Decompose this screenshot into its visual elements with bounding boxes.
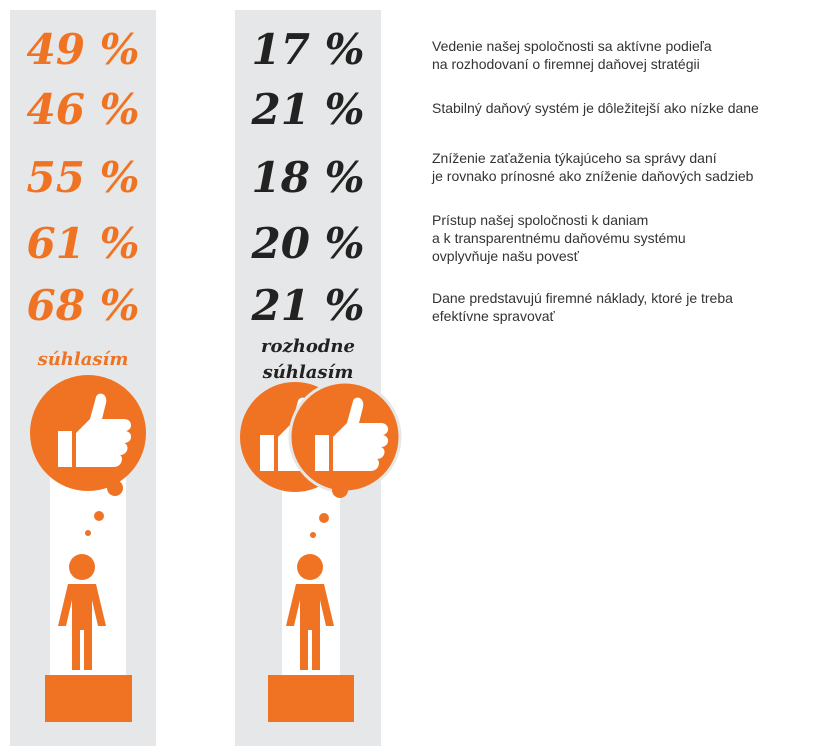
strong-label: rozhodne (261, 336, 355, 357)
statement-line: ovplyvňuje našu povesť (432, 248, 580, 264)
agree-percent: 61 % (27, 219, 140, 268)
agree-percent: 49 % (27, 25, 140, 74)
statement-line: efektívne spravovať (432, 308, 556, 324)
statement-line: je rovnako prínosné ako zníženie daňovýc… (431, 168, 754, 184)
strong-percent: 21 % (251, 85, 365, 134)
statement-line: na rozhodovaní o firemnej daňovej straté… (432, 56, 700, 72)
strong-percent: 18 % (252, 153, 365, 202)
strong-percent: 20 % (251, 219, 365, 268)
agree-percent: 68 % (27, 281, 140, 330)
agree-label: súhlasím (37, 349, 129, 370)
page: {"agree": {"values": ["49 %", "46 %", "5… (0, 0, 815, 756)
strong-label: súhlasím (262, 362, 354, 383)
statement-line: Vedenie našej spoločnosti sa aktívne pod… (432, 38, 712, 54)
double-thumbs-icon (240, 382, 400, 492)
thumbs-icon (30, 375, 146, 491)
strong-percent: 17 % (252, 25, 365, 74)
statement-line: Stabilný daňový systém je dôležitejší ak… (432, 100, 759, 116)
statement-line: Dane predstavujú firemné náklady, ktoré … (432, 290, 733, 306)
statement-line: Zníženie zaťaženia týkajúceho sa správy … (432, 150, 717, 166)
statement-line: a k transparentnému daňovému systému (432, 230, 686, 246)
infographic: súhlasím rozhodne súhlasím 49 % 46 % 55 % 6… (0, 0, 815, 756)
statement-line: Prístup našej spoločnosti k daniam (432, 212, 648, 228)
strong-percent: 21 % (251, 281, 365, 330)
agree-percent: 55 % (27, 153, 140, 202)
agree-percent: 46 % (27, 85, 140, 134)
